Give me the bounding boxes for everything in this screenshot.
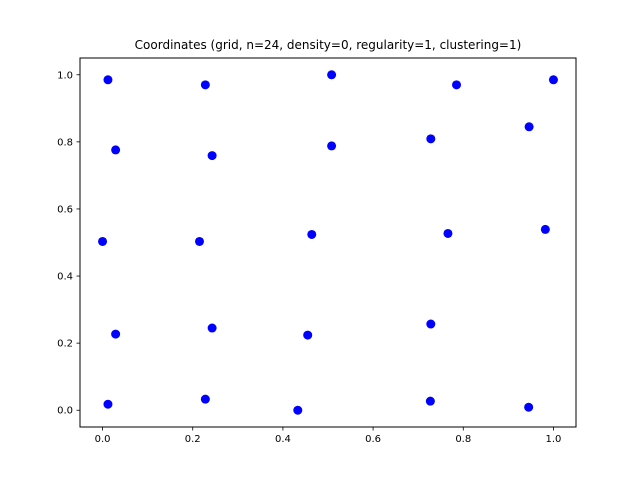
- x-tick-label: 0.6: [365, 434, 381, 445]
- scatter-point: [103, 399, 113, 409]
- y-axis: 0.0 0.2 0.4 0.6 0.8 1.0: [57, 70, 80, 417]
- x-tick-label: 0.2: [185, 434, 201, 445]
- scatter-point: [524, 402, 534, 412]
- x-tick-label: 1.0: [546, 434, 562, 445]
- scatter-point: [327, 70, 337, 80]
- scatter-point: [111, 329, 121, 339]
- scatter-point: [426, 319, 436, 329]
- y-tick-label: 0.6: [57, 204, 73, 215]
- x-tick-label: 0.8: [455, 434, 471, 445]
- scatter-point: [103, 75, 113, 85]
- scatter-point: [303, 330, 313, 340]
- y-tick-label: 0.4: [57, 272, 73, 283]
- scatter-point: [194, 236, 204, 246]
- x-tick-label: 0.0: [95, 434, 111, 445]
- scatter-point: [111, 145, 121, 155]
- x-axis: 0.0 0.2 0.4 0.6 0.8 1.0: [95, 427, 562, 445]
- scatter-point: [307, 229, 317, 239]
- scatter-point: [452, 80, 462, 90]
- scatter-point: [425, 396, 435, 406]
- scatter-point: [200, 394, 210, 404]
- scatter-point: [443, 228, 453, 238]
- y-tick-label: 0.0: [57, 406, 73, 417]
- scatter-point: [548, 75, 558, 85]
- scatter-point: [207, 151, 217, 161]
- chart-title: Coordinates (grid, n=24, density=0, regu…: [135, 38, 522, 52]
- scatter-point: [207, 323, 217, 333]
- scatter-point: [524, 122, 534, 132]
- scatter-point: [327, 141, 337, 151]
- y-tick-label: 0.8: [57, 137, 73, 148]
- scatter-point: [293, 405, 303, 415]
- scatter-point: [200, 80, 210, 90]
- scatter-point: [98, 236, 108, 246]
- scatter-point: [426, 134, 436, 144]
- y-tick-label: 0.2: [57, 339, 73, 350]
- scatter-point: [540, 224, 550, 234]
- plot-frame: [79, 57, 577, 428]
- data-points: [98, 70, 558, 415]
- x-tick-label: 0.4: [275, 434, 291, 445]
- y-tick-label: 1.0: [57, 70, 73, 81]
